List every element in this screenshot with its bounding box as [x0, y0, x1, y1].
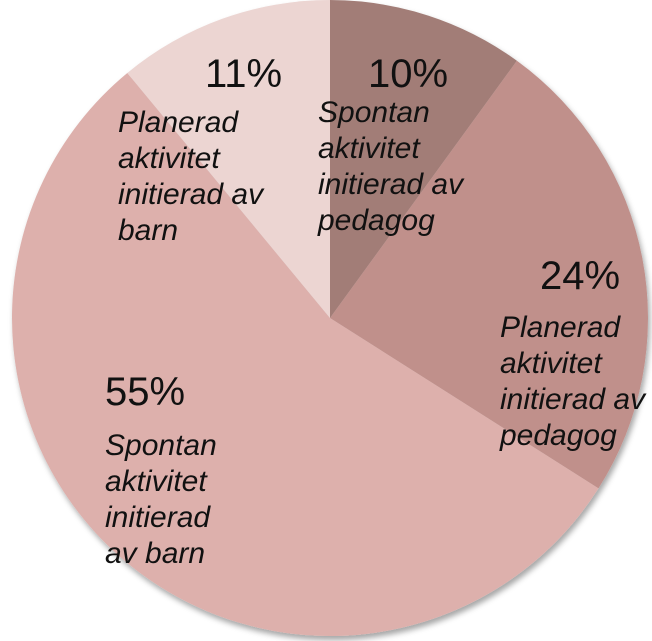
- value-label: 24%: [540, 254, 621, 298]
- pie: [11, 0, 648, 636]
- pie-slice: [330, 0, 517, 318]
- pie-slice: [11, 72, 599, 636]
- value-label: 10%: [368, 52, 449, 96]
- pie-slice: [127, 0, 331, 318]
- category-label: Spontan aktivitet initierad av pedagog: [318, 96, 464, 237]
- value-label: 55%: [105, 370, 186, 414]
- category-label: Planerad aktivitet initierad av pedagog: [500, 311, 646, 452]
- value-label: 11%: [205, 52, 283, 96]
- category-label: Planerad aktivitet initierad av barn: [118, 106, 264, 247]
- pie-slice: [330, 60, 648, 489]
- category-label: Spontan aktivitet initierad av barn: [105, 429, 217, 570]
